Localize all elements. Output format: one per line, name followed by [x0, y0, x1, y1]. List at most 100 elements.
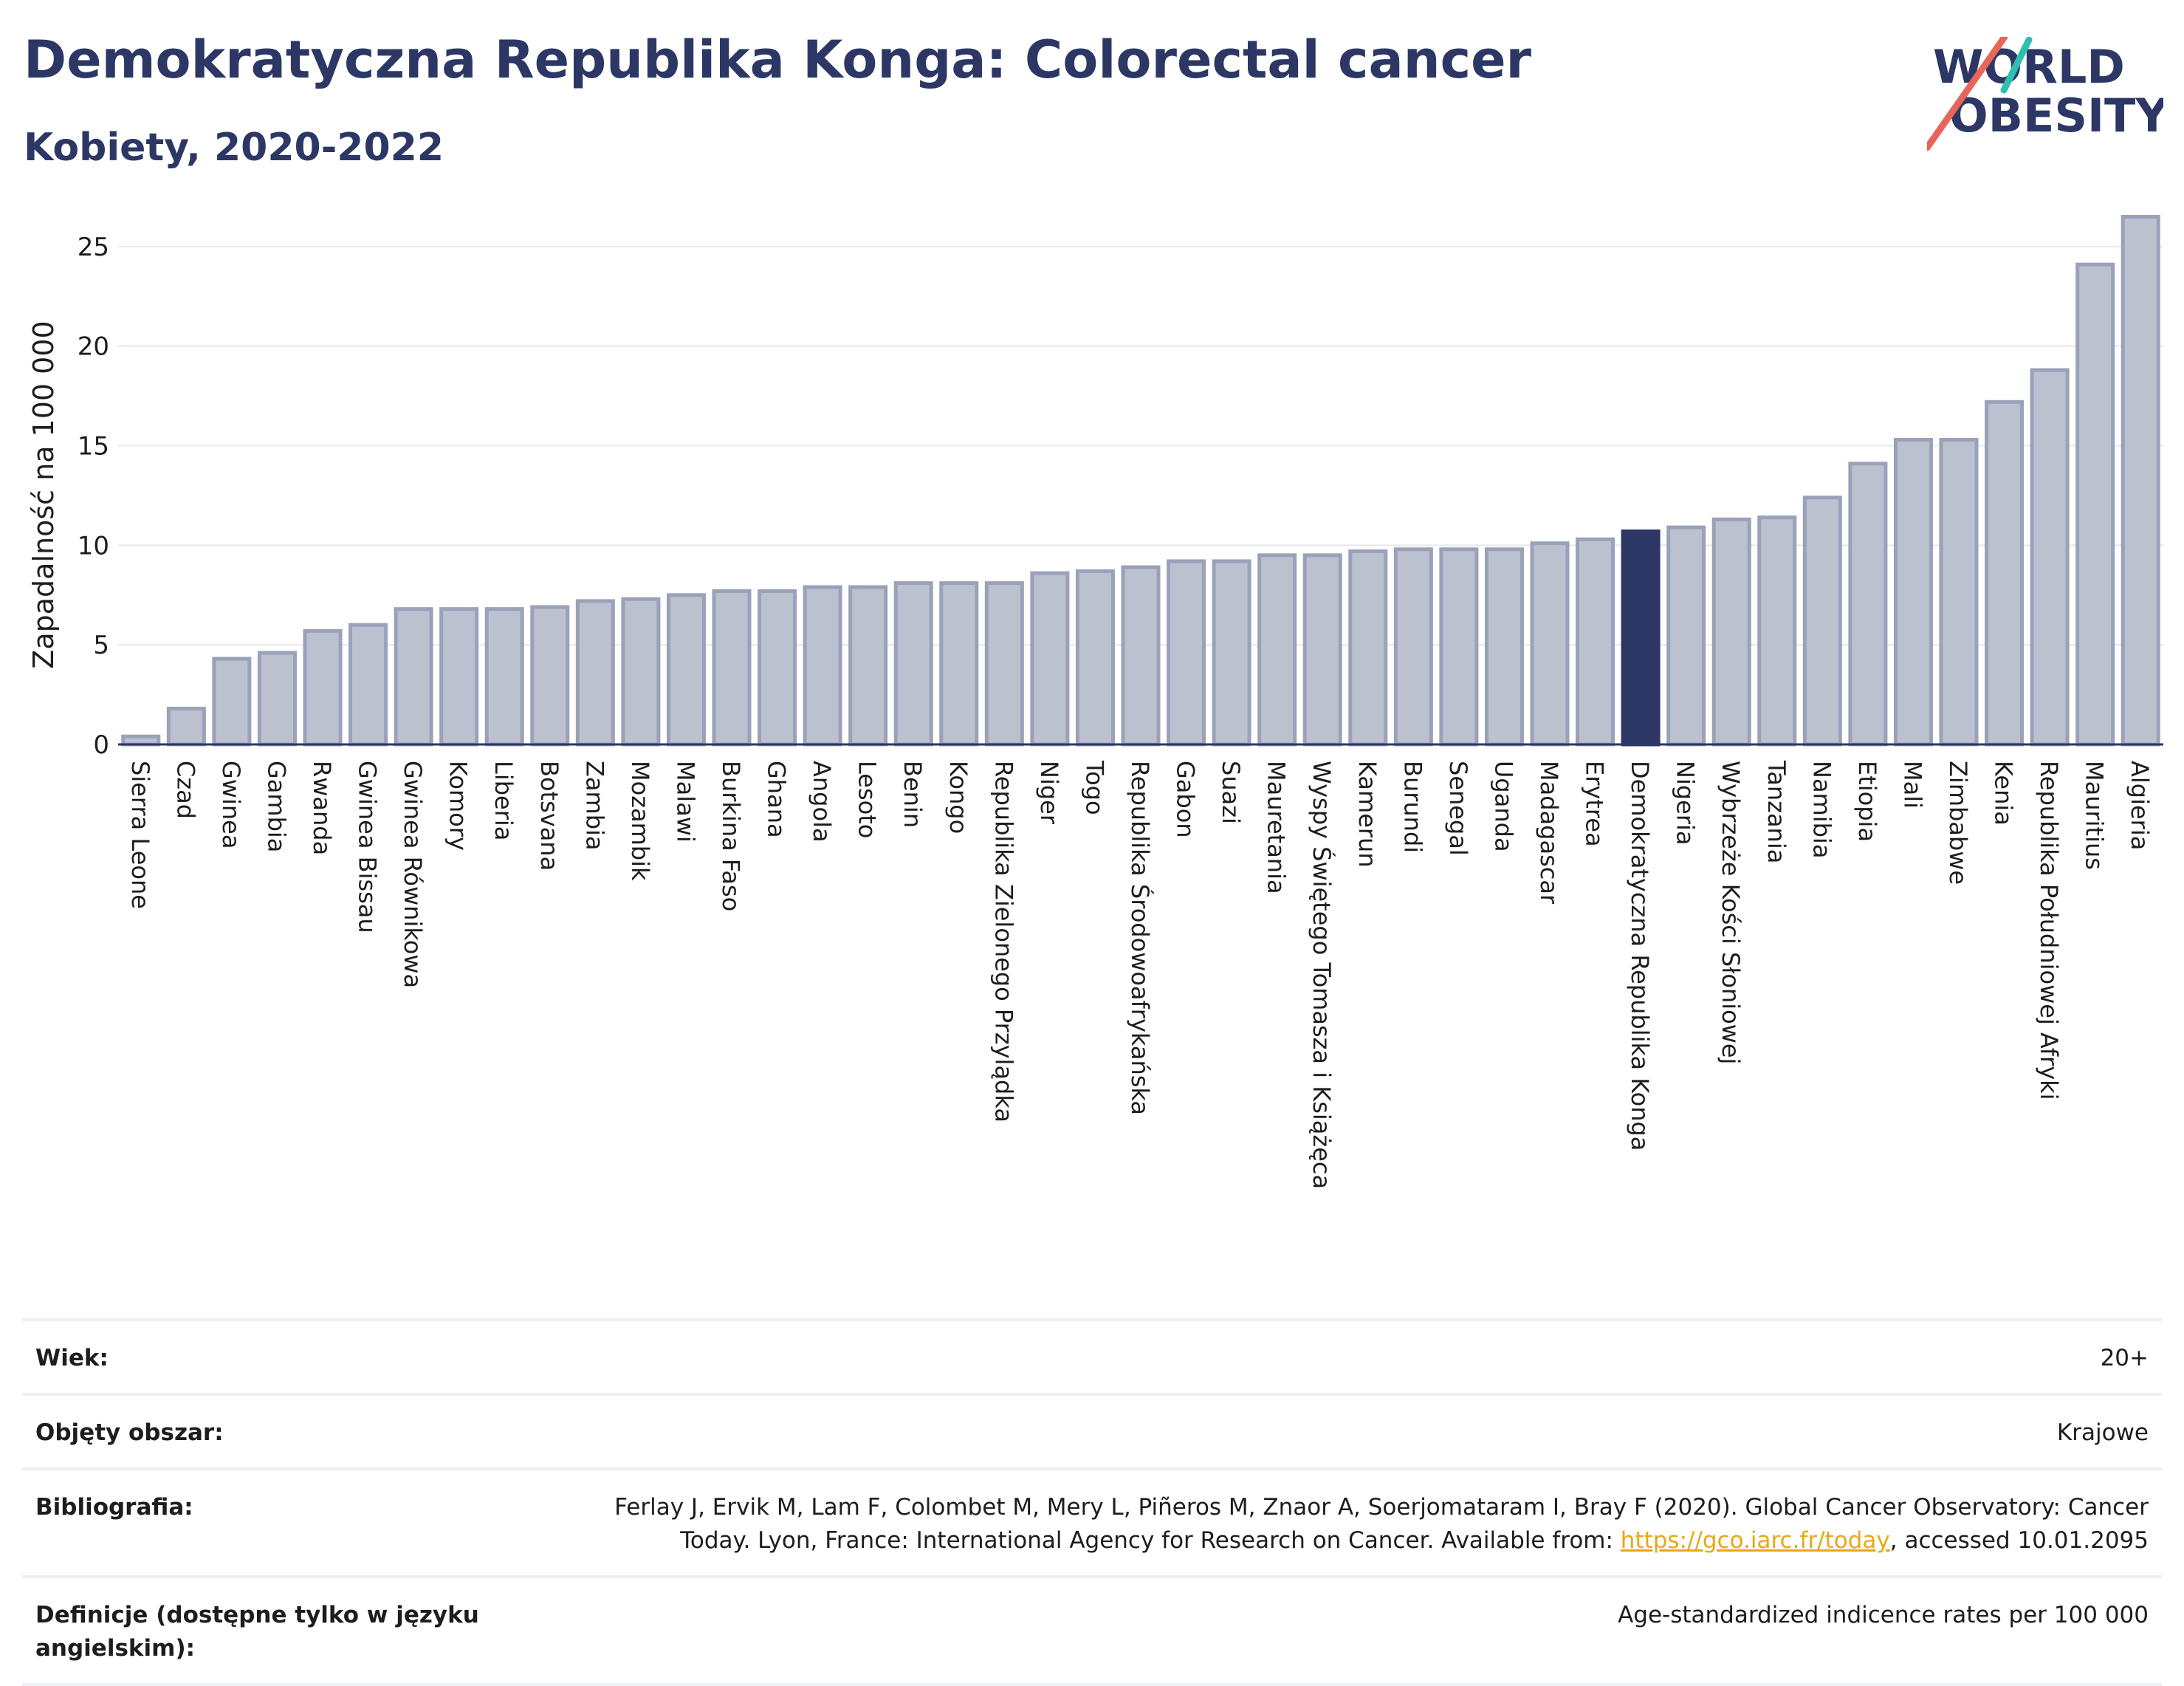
bar: [2121, 214, 2160, 747]
info-value: Krajowe: [2056, 1419, 2149, 1446]
bar: [1802, 496, 1842, 747]
x-tick-label: Republika Południowej Afryki: [2035, 761, 2063, 1100]
bibliography-accessed: , accessed 10.01.2095: [1889, 1526, 2149, 1554]
bar: [1167, 559, 1206, 747]
bar: [939, 581, 979, 747]
world-obesity-logo: WORLD OBESITY: [1927, 37, 2163, 151]
bar: [1893, 437, 1933, 747]
source-link[interactable]: https://gco.iarc.fr/today: [1620, 1526, 1890, 1554]
y-tick-label: 10: [78, 531, 109, 561]
bar: [1348, 549, 1388, 747]
bar: [257, 651, 297, 747]
x-tick-label: Senegal: [1444, 761, 1472, 856]
logo-slash-bottom: [1927, 37, 2008, 151]
bar: [1212, 559, 1251, 747]
bar: [1302, 553, 1342, 747]
x-tick-label: Uganda: [1489, 761, 1517, 852]
x-tick-label: Liberia: [490, 761, 518, 840]
x-tick-label: Tanzania: [1762, 760, 1790, 863]
bar: [1030, 571, 1070, 747]
x-tick-label: Namibia: [1807, 761, 1836, 858]
bar: [1621, 529, 1661, 747]
bar: [348, 623, 388, 747]
y-axis-ticks: 0 5 10 15 20 25: [78, 233, 109, 760]
info-value: 20+: [2100, 1345, 2149, 1371]
bar: [1121, 565, 1161, 747]
x-tick-label: Gabon: [1172, 761, 1200, 838]
bar: [1711, 517, 1751, 747]
info-row-age: Wiek: 20+: [22, 1318, 2162, 1393]
x-tick-label: Kamerun: [1353, 761, 1381, 868]
x-tick-label: Mauretania: [1263, 761, 1291, 894]
x-tick-label: Etiopia: [1853, 761, 1881, 842]
y-tick-label: 5: [93, 631, 109, 660]
bar: [1393, 547, 1433, 747]
x-tick-label: Zambia: [580, 761, 608, 851]
bar: [1939, 437, 1979, 747]
bar: [1484, 547, 1524, 747]
bar: [1075, 569, 1115, 747]
bar: [530, 605, 570, 747]
info-label: Bibliografia:: [35, 1493, 193, 1521]
x-tick-label: Mauritius: [2081, 761, 2109, 870]
bar: [1439, 547, 1479, 747]
x-tick-label: Suazi: [1217, 761, 1245, 824]
x-tick-label: Angola: [808, 761, 836, 843]
bar: [439, 607, 479, 747]
bar: [1257, 553, 1297, 747]
logo-word-1: WORLD: [1933, 40, 2125, 94]
x-tick-label: Rwanda: [308, 761, 336, 855]
bar: [893, 581, 933, 747]
bar: [1985, 400, 2025, 747]
x-tick-label: Kenia: [1990, 761, 2018, 826]
bar: [121, 734, 161, 747]
x-tick-label: Mozambik: [626, 761, 654, 881]
bar: [666, 593, 706, 747]
x-tick-label: Ghana: [763, 761, 791, 838]
page-title: Demokratyczna Republika Konga: Colorecta…: [24, 30, 1532, 90]
x-tick-label: Nigeria: [1672, 761, 1700, 845]
x-tick-label: Wybrzeże Kości Słoniowej: [1717, 761, 1745, 1064]
x-tick-label: Burundi: [1398, 761, 1426, 853]
info-row-definitions: Definicje (dostępne tylko w języku angie…: [22, 1574, 2162, 1686]
info-table: Wiek: 20+ Objęty obszar: Krajowe Bibliog…: [22, 1318, 2162, 1686]
x-tick-label: Wyspy Świętego Tomasza i Książęca: [1308, 761, 1336, 1189]
x-tick-label: Komory: [444, 761, 473, 851]
x-tick-label: Gambia: [262, 761, 290, 852]
bar: [2030, 368, 2070, 747]
bar: [484, 607, 524, 747]
x-tick-label: Madagascar: [1535, 761, 1563, 905]
page-subtitle: Kobiety, 2020-2022: [24, 126, 444, 170]
x-tick-label: Benin: [899, 761, 927, 828]
bar: [575, 599, 615, 747]
x-tick-label: Sierra Leone: [126, 761, 154, 909]
y-axis-label: Zapadalność na 100 000: [27, 321, 60, 668]
x-tick-label: Mali: [1898, 761, 1926, 809]
bar: [758, 589, 797, 747]
bar: [1757, 515, 1797, 747]
bibliography-text: Ferlay J, Ervik M, Lam F, Colombet M, Me…: [614, 1493, 2149, 1554]
x-tick-label: Malawi: [671, 761, 699, 843]
info-row-bibliography: Bibliografia: Ferlay J, Ervik M, Lam F, …: [22, 1467, 2162, 1575]
x-tick-label: Algieria: [2126, 761, 2154, 850]
x-tick-label: Republika Zielonego Przylądka: [989, 761, 1017, 1123]
logo-slash-top: [2000, 37, 2033, 94]
info-value: Age-standardized indicence rates per 100…: [1618, 1601, 2149, 1628]
info-label: Definicje (dostępne tylko w języku angie…: [35, 1601, 479, 1662]
bar: [1848, 462, 1888, 747]
y-tick-label: 0: [93, 730, 109, 760]
bar: [212, 657, 252, 747]
bar: [1530, 541, 1570, 747]
info-label: Objęty obszar:: [35, 1419, 224, 1446]
bar: [394, 607, 433, 747]
bar: [803, 585, 842, 747]
x-tick-label: Gwinea: [217, 761, 245, 849]
y-tick-label: 20: [78, 332, 109, 362]
y-tick-label: 25: [78, 233, 109, 262]
bar: [712, 589, 752, 747]
x-axis-labels: Sierra Leone Czad Gwinea Gambia Rwanda Gwinea…: [126, 760, 2154, 1189]
bar: [1666, 525, 1706, 747]
bar: [1576, 537, 1615, 747]
x-tick-label: Lesoto: [854, 761, 882, 838]
bar: [166, 706, 206, 747]
